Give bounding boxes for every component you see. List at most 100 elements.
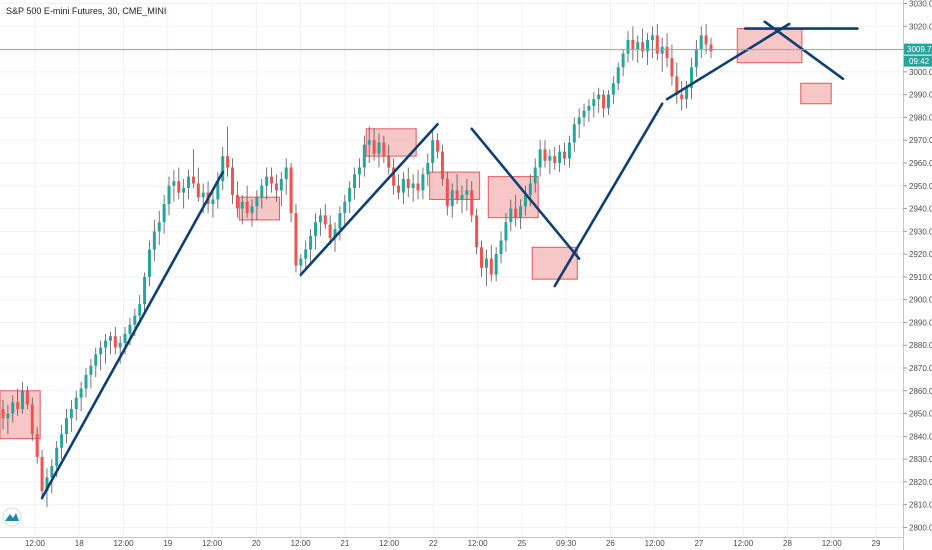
- x-tick-label: 12:00: [645, 539, 666, 548]
- candle-body: [6, 413, 10, 419]
- candle-body: [216, 181, 220, 200]
- y-tick-label: 2810.00: [909, 501, 932, 510]
- zone-box: [238, 196, 280, 221]
- candle-body: [64, 418, 68, 435]
- candle-body: [597, 94, 601, 100]
- candle-body: [99, 347, 103, 355]
- trendline: [553, 102, 664, 288]
- candle-body: [382, 142, 386, 157]
- y-tick-label: 2910.00: [909, 273, 932, 282]
- candle-body: [397, 185, 401, 193]
- price-badge-text: 3009.75: [907, 45, 932, 54]
- candle-body: [221, 156, 225, 182]
- candle-body: [611, 83, 615, 95]
- candle-body: [265, 176, 269, 186]
- candle-body: [55, 447, 59, 466]
- candle-body: [60, 434, 64, 448]
- candle-body: [655, 35, 659, 54]
- candle-body: [582, 110, 586, 118]
- candle-body: [284, 167, 288, 179]
- candle-body: [523, 194, 527, 207]
- candle-body: [274, 183, 278, 191]
- candle-body: [699, 35, 703, 50]
- candle-body: [157, 222, 161, 232]
- candle-body: [406, 178, 410, 189]
- candle-body: [182, 188, 186, 193]
- candle-body: [255, 197, 259, 207]
- candle-body: [372, 140, 376, 154]
- x-tick-label: 12:00: [822, 539, 843, 548]
- x-tick-label: 28: [783, 539, 792, 548]
- candle-body: [558, 151, 562, 163]
- candle-body: [641, 42, 645, 52]
- candle-body: [45, 477, 49, 492]
- candle-body: [392, 167, 396, 186]
- candle-body: [499, 240, 503, 255]
- candle-body: [426, 162, 430, 175]
- y-tick-label: 2820.00: [909, 478, 932, 487]
- candle-body: [289, 167, 293, 214]
- candle-body: [440, 151, 444, 179]
- y-tick-label: 2920.00: [909, 250, 932, 259]
- candle-body: [665, 46, 669, 59]
- y-tick-label: 2960.00: [909, 159, 932, 168]
- candle-body: [191, 176, 195, 184]
- candle-body: [348, 188, 352, 202]
- candle-body: [304, 249, 308, 259]
- candle-body: [235, 194, 239, 209]
- candle-body: [333, 229, 337, 239]
- y-tick-label: 2830.00: [909, 455, 932, 464]
- x-tick-label: 27: [694, 539, 703, 548]
- candle-body: [602, 94, 606, 109]
- grid: [0, 0, 903, 537]
- candle-body: [113, 336, 117, 348]
- candle-body: [689, 67, 693, 88]
- candle-body: [201, 192, 205, 198]
- candle-body: [563, 151, 567, 159]
- x-tick-label: 12:00: [25, 539, 46, 548]
- y-tick-label: 2950.00: [909, 182, 932, 191]
- candle-body: [104, 340, 108, 348]
- y-tick-label: 2850.00: [909, 410, 932, 419]
- candle-body: [514, 208, 518, 218]
- candle-body: [187, 176, 191, 189]
- candle-body: [143, 276, 147, 305]
- candle-body: [577, 117, 581, 125]
- candle-body: [421, 174, 425, 191]
- candle-body: [343, 201, 347, 214]
- candle-body: [294, 213, 298, 266]
- chart-title: S&P 500 E-mini Futures, 30, CME_MINI: [6, 6, 166, 16]
- candle-body: [401, 178, 405, 193]
- candle-body: [538, 149, 542, 168]
- candle-body: [318, 215, 322, 223]
- x-tick-label: 18: [75, 539, 84, 548]
- candle-body: [123, 333, 127, 343]
- zone-box: [531, 246, 578, 280]
- candle-body: [470, 190, 474, 216]
- y-tick-label: 2940.00: [909, 205, 932, 214]
- candle-body: [480, 247, 484, 268]
- candle-body: [484, 258, 488, 268]
- candle-body: [362, 144, 366, 168]
- candle-body: [694, 49, 698, 68]
- y-tick-label: 2900.00: [909, 296, 932, 305]
- y-tick-label: 2930.00: [909, 227, 932, 236]
- candle-body: [226, 156, 230, 168]
- zone-box: [800, 82, 832, 105]
- x-axis: 12:00 18 12:00 19 12:00 20 12:00 21 12:00 22 12:00…: [0, 537, 903, 550]
- candle-body: [128, 324, 132, 334]
- candle-body: [172, 181, 176, 186]
- candle-body: [279, 178, 283, 191]
- candle-body: [79, 388, 83, 398]
- candle-body: [626, 39, 630, 54]
- y-tick-label: 3000.00: [909, 68, 932, 77]
- trendline: [665, 22, 791, 101]
- candle-body: [245, 201, 249, 214]
- y-axis: 2800.00 2810.00 2820.00 2830.00 2840.00 2850.…: [903, 0, 932, 550]
- candle-body: [152, 231, 156, 250]
- y-tick-label: 3020.00: [909, 22, 932, 31]
- tradingview-logo-icon[interactable]: [2, 507, 22, 527]
- zone-box: [0, 390, 41, 440]
- candle-body: [328, 224, 332, 239]
